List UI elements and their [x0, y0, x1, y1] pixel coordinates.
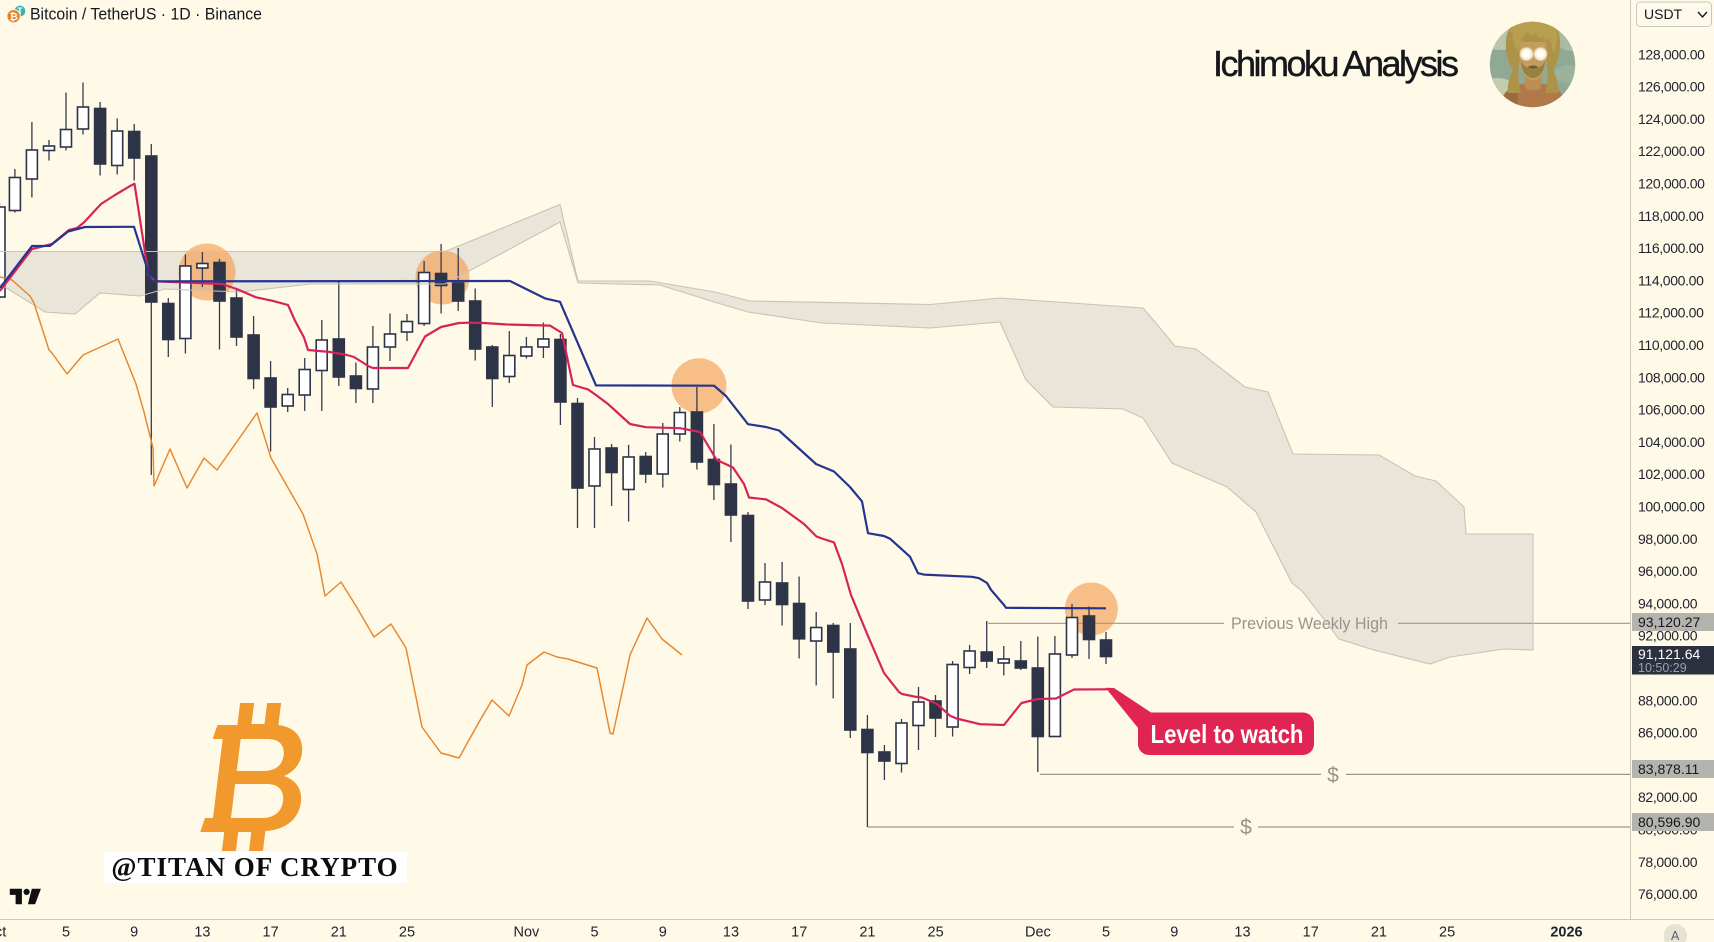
svg-text:124,000.00: 124,000.00	[1638, 111, 1705, 127]
svg-text:5: 5	[62, 925, 70, 941]
svg-text:13: 13	[1234, 925, 1250, 941]
svg-text:USDT: USDT	[1644, 6, 1683, 22]
svg-text:2026: 2026	[1550, 925, 1582, 941]
svg-text:5: 5	[1102, 925, 1110, 941]
svg-text:A: A	[1671, 929, 1680, 942]
svg-text:T: T	[17, 6, 23, 16]
svg-text:76,000.00: 76,000.00	[1638, 886, 1698, 902]
svg-text:102,000.00: 102,000.00	[1638, 466, 1705, 482]
svg-text:82,000.00: 82,000.00	[1638, 789, 1698, 805]
svg-text:126,000.00: 126,000.00	[1638, 79, 1705, 95]
svg-text:9: 9	[659, 925, 667, 941]
svg-text:86,000.00: 86,000.00	[1638, 725, 1698, 741]
svg-text:₿: ₿	[10, 12, 18, 23]
svg-text:$: $	[1327, 764, 1339, 787]
svg-text:128,000.00: 128,000.00	[1638, 46, 1705, 62]
svg-text:Ichimoku Analysis: Ichimoku Analysis	[1213, 43, 1459, 84]
svg-text:21: 21	[859, 925, 875, 941]
svg-text:Level to watch: Level to watch	[1151, 719, 1304, 749]
svg-text:Oct: Oct	[0, 925, 6, 941]
svg-text:21: 21	[331, 925, 347, 941]
svg-text:10:50:29: 10:50:29	[1638, 661, 1687, 675]
svg-text:Dec: Dec	[1025, 925, 1051, 941]
svg-text:104,000.00: 104,000.00	[1638, 434, 1705, 450]
svg-text:21: 21	[1371, 925, 1387, 941]
svg-text:9: 9	[1170, 925, 1178, 941]
svg-text:110,000.00: 110,000.00	[1638, 337, 1704, 353]
svg-text:17: 17	[1303, 925, 1319, 941]
svg-text:92,000.00: 92,000.00	[1638, 628, 1698, 644]
svg-text:Bitcoin / TetherUS · 1D · Bina: Bitcoin / TetherUS · 1D · Binance	[30, 5, 262, 24]
svg-text:25: 25	[1439, 925, 1455, 941]
svg-text:17: 17	[263, 925, 279, 941]
svg-text:106,000.00: 106,000.00	[1638, 402, 1705, 418]
svg-text:98,000.00: 98,000.00	[1638, 531, 1698, 547]
svg-text:78,000.00: 78,000.00	[1638, 854, 1698, 870]
svg-text:83,878.11: 83,878.11	[1638, 761, 1699, 777]
svg-text:108,000.00: 108,000.00	[1638, 369, 1705, 385]
svg-text:13: 13	[723, 925, 739, 941]
svg-text:Previous Weekly High: Previous Weekly High	[1231, 614, 1388, 633]
svg-text:120,000.00: 120,000.00	[1638, 176, 1705, 192]
svg-text:25: 25	[928, 925, 944, 941]
svg-text:25: 25	[399, 925, 415, 941]
svg-text:96,000.00: 96,000.00	[1638, 563, 1698, 579]
svg-text:88,000.00: 88,000.00	[1638, 692, 1698, 708]
svg-text:80,596.90: 80,596.90	[1638, 814, 1700, 830]
svg-text:5: 5	[591, 925, 599, 941]
svg-text:114,000.00: 114,000.00	[1638, 272, 1704, 288]
svg-text:9: 9	[130, 925, 138, 941]
svg-text:Nov: Nov	[514, 925, 541, 941]
svg-text:122,000.00: 122,000.00	[1638, 143, 1705, 159]
svg-text:$: $	[1240, 816, 1252, 839]
svg-text:100,000.00: 100,000.00	[1638, 499, 1705, 515]
svg-text:13: 13	[194, 925, 210, 941]
svg-text:116,000.00: 116,000.00	[1638, 240, 1704, 256]
svg-text:112,000.00: 112,000.00	[1638, 305, 1704, 321]
svg-text:17: 17	[791, 925, 807, 941]
svg-text:94,000.00: 94,000.00	[1638, 595, 1698, 611]
svg-text:93,120.27: 93,120.27	[1638, 614, 1700, 630]
svg-text:@TITAN OF CRYPTO: @TITAN OF CRYPTO	[111, 852, 398, 882]
svg-text:118,000.00: 118,000.00	[1638, 208, 1704, 224]
svg-text:91,121.64: 91,121.64	[1638, 646, 1700, 662]
